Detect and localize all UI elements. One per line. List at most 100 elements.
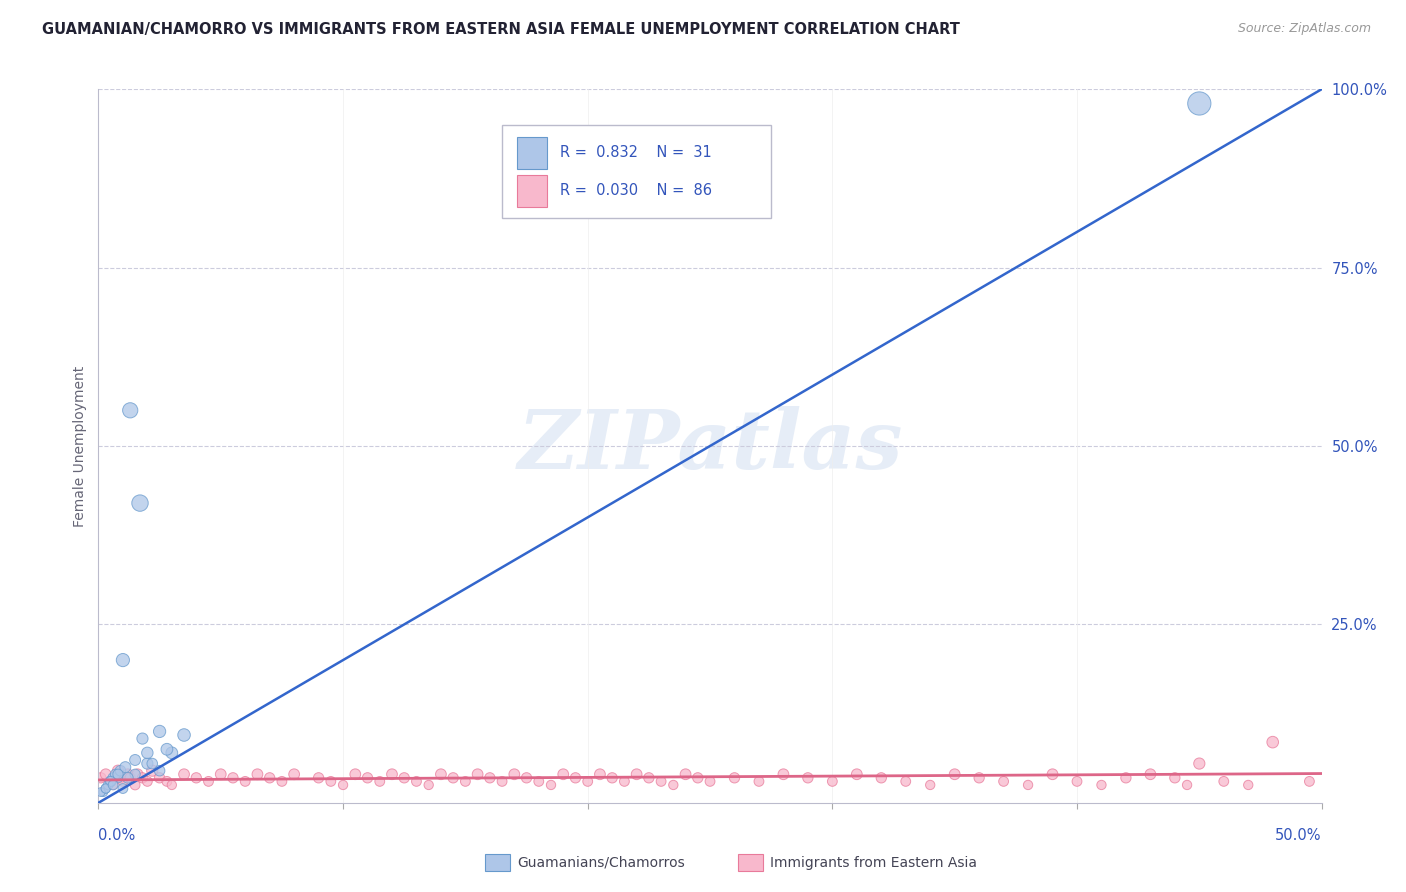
Point	[1188, 756, 1211, 771]
Point	[124, 778, 146, 792]
Point	[870, 771, 893, 785]
Point	[564, 771, 586, 785]
Point	[127, 767, 149, 781]
Point	[97, 778, 120, 792]
Point	[993, 774, 1015, 789]
Point	[160, 778, 183, 792]
Point	[797, 771, 820, 785]
Point	[107, 771, 129, 785]
Point	[136, 756, 159, 771]
Point	[1164, 771, 1187, 785]
Point	[246, 767, 269, 781]
Point	[120, 403, 142, 417]
Text: GUAMANIAN/CHAMORRO VS IMMIGRANTS FROM EASTERN ASIA FEMALE UNEMPLOYMENT CORRELATI: GUAMANIAN/CHAMORRO VS IMMIGRANTS FROM EA…	[42, 22, 960, 37]
Point	[392, 771, 416, 785]
Point	[94, 767, 117, 781]
Point	[197, 774, 219, 789]
Point	[454, 774, 477, 789]
Text: ZIPatlas: ZIPatlas	[517, 406, 903, 486]
Point	[1237, 778, 1260, 792]
Point	[100, 774, 122, 789]
Point	[111, 774, 134, 789]
Point	[723, 771, 745, 785]
Point	[209, 767, 232, 781]
Point	[821, 774, 844, 789]
Point	[638, 771, 661, 785]
FancyBboxPatch shape	[517, 175, 547, 207]
Point	[650, 774, 672, 789]
Point	[675, 767, 697, 781]
Point	[626, 767, 648, 781]
Point	[110, 764, 132, 778]
Point	[418, 778, 440, 792]
Text: 0.0%: 0.0%	[98, 829, 135, 843]
Point	[100, 774, 122, 789]
Point	[516, 771, 538, 785]
Point	[967, 771, 990, 785]
Point	[101, 778, 124, 792]
Point	[319, 774, 342, 789]
Point	[136, 774, 159, 789]
Point	[111, 653, 134, 667]
Point	[149, 764, 172, 778]
Point	[91, 785, 114, 799]
Point	[1188, 96, 1211, 111]
Point	[1115, 771, 1137, 785]
Point	[149, 724, 172, 739]
Point	[124, 767, 146, 781]
Point	[356, 771, 378, 785]
Point	[131, 771, 153, 785]
Point	[270, 774, 294, 789]
Point	[894, 774, 917, 789]
Point	[430, 767, 453, 781]
Point	[117, 767, 139, 781]
Point	[1090, 778, 1112, 792]
Point	[259, 771, 281, 785]
Point	[186, 771, 208, 785]
Point	[107, 767, 129, 781]
FancyBboxPatch shape	[517, 137, 547, 169]
Point	[141, 764, 163, 778]
FancyBboxPatch shape	[502, 125, 772, 218]
Point	[920, 778, 942, 792]
Point	[405, 774, 427, 789]
Point	[1261, 735, 1284, 749]
Point	[1066, 774, 1088, 789]
Point	[1042, 767, 1064, 781]
Point	[381, 767, 404, 781]
Point	[129, 496, 152, 510]
Point	[1139, 767, 1161, 781]
Text: 50.0%: 50.0%	[1275, 829, 1322, 843]
Point	[748, 774, 770, 789]
Point	[576, 774, 599, 789]
Point	[124, 753, 146, 767]
Point	[943, 767, 966, 781]
Point	[156, 774, 179, 789]
Point	[368, 774, 391, 789]
Point	[141, 756, 163, 771]
Point	[553, 767, 575, 781]
Text: R =  0.832    N =  31: R = 0.832 N = 31	[560, 145, 711, 161]
Point	[1212, 774, 1234, 789]
Point	[1017, 778, 1039, 792]
Point	[491, 774, 513, 789]
Point	[613, 774, 636, 789]
Point	[173, 767, 195, 781]
Point	[662, 778, 685, 792]
Point	[233, 774, 256, 789]
Point	[478, 771, 501, 785]
Point	[94, 781, 117, 796]
Point	[90, 785, 112, 799]
Point	[845, 767, 868, 781]
Text: Guamanians/Chamorros: Guamanians/Chamorros	[517, 855, 685, 870]
Point	[527, 774, 550, 789]
Point	[308, 771, 330, 785]
Point	[1175, 778, 1198, 792]
Point	[149, 771, 172, 785]
Point	[156, 742, 179, 756]
Point	[1298, 774, 1320, 789]
Point	[467, 767, 489, 781]
Point	[699, 774, 721, 789]
Point	[540, 778, 562, 792]
Point	[101, 778, 124, 792]
